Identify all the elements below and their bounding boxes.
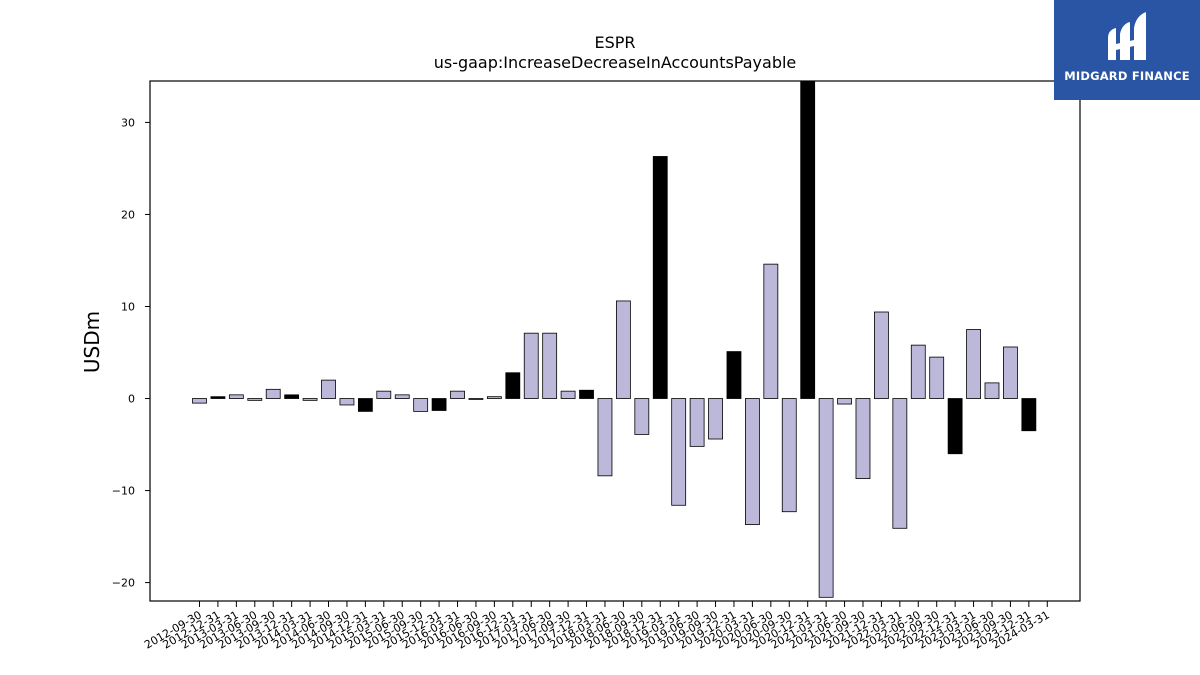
logo-mark-icon: [1108, 12, 1146, 60]
bar: [505, 372, 521, 399]
bar: [339, 398, 355, 406]
bar: [486, 396, 502, 399]
bar: [321, 379, 336, 399]
bar: [708, 398, 723, 440]
bar: [689, 398, 705, 447]
chart-subtitle: us-gaap:IncreaseDecreaseInAccountsPayabl…: [434, 53, 797, 72]
bar: [837, 398, 852, 405]
bar: [228, 394, 244, 399]
bar: [726, 351, 742, 399]
bar: [892, 398, 908, 529]
bar: [984, 382, 1000, 399]
bar: [210, 396, 226, 399]
bar: [357, 398, 373, 412]
y-axis-label: USDm: [80, 311, 104, 373]
bar: [468, 398, 484, 400]
bar: [634, 398, 650, 435]
bar: [652, 156, 668, 399]
bar: [1003, 346, 1018, 399]
y-tick-label: −20: [112, 577, 135, 590]
y-tick-label: 10: [121, 300, 135, 313]
bar: [542, 332, 558, 399]
bar: [910, 344, 926, 399]
bar: [450, 390, 465, 399]
bar: [818, 398, 834, 598]
y-axis: 30 20 10 0 −10 −20: [112, 116, 150, 590]
bar: [192, 398, 207, 404]
x-axis: 2012-09-302012-12-312013-03-312013-06-30…: [142, 601, 1052, 652]
bar: [247, 398, 263, 401]
y-tick-label: 0: [128, 393, 135, 406]
plot-frame: [149, 80, 1081, 602]
bar: [874, 311, 889, 399]
bar: [394, 394, 410, 399]
bar: [523, 332, 539, 399]
bar: [597, 398, 613, 477]
bar: [560, 390, 576, 399]
bar: [671, 398, 687, 506]
bar: [966, 329, 981, 399]
y-tick-label: −10: [112, 485, 135, 498]
bar: [1021, 398, 1037, 432]
bar: [284, 394, 300, 399]
bar: [376, 390, 392, 399]
bars-layer: [192, 80, 1037, 598]
bar: [431, 398, 447, 411]
bar: [800, 80, 816, 399]
bar: [781, 398, 797, 513]
bar: [615, 300, 631, 399]
bar: [929, 356, 945, 399]
y-tick-label: 20: [121, 208, 135, 221]
y-tick-label: 30: [121, 116, 135, 129]
bar: [947, 398, 963, 455]
logo-text: MIDGARD FINANCE: [1064, 69, 1190, 83]
bar: [265, 388, 281, 399]
bar: [579, 389, 594, 399]
brand-logo: MIDGARD FINANCE: [1054, 0, 1200, 100]
bar: [763, 263, 779, 399]
bar: [745, 398, 760, 526]
bar: [855, 398, 871, 479]
chart-title: ESPR: [594, 33, 635, 52]
bar: [413, 398, 429, 412]
bar: [302, 398, 318, 401]
